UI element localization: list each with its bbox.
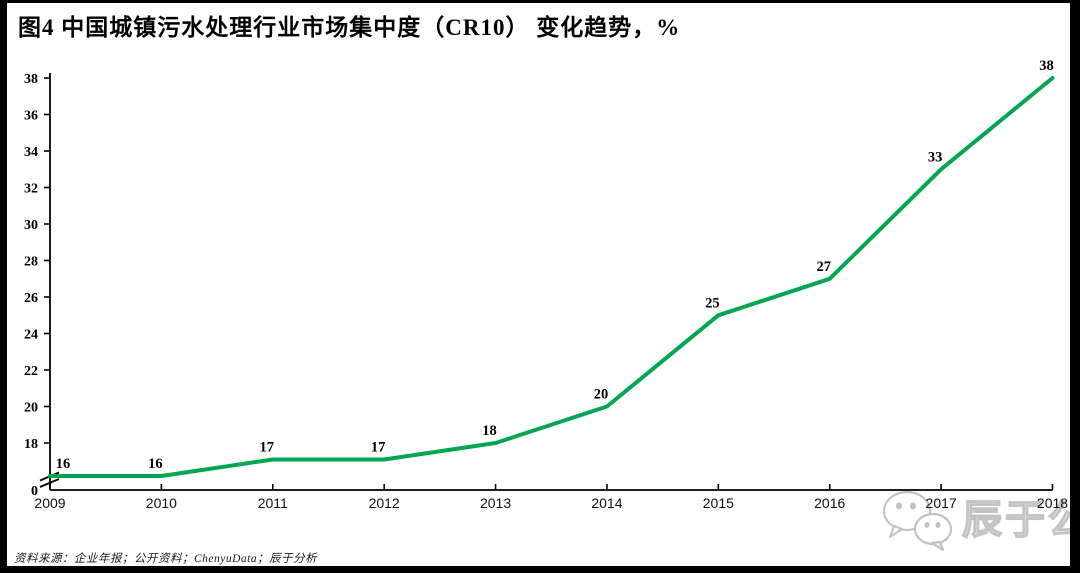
y-tick-label: 34 — [24, 145, 38, 160]
y-tick-label: 20 — [24, 401, 38, 416]
y-tick-label: 24 — [24, 328, 38, 343]
x-tick-label: 2017 — [926, 495, 957, 511]
data-label: 33 — [928, 149, 943, 165]
data-label: 20 — [594, 387, 609, 403]
data-label: 38 — [1039, 58, 1054, 74]
watermark: 辰于公司 — [880, 489, 1080, 551]
data-label: 16 — [56, 456, 71, 472]
data-label: 18 — [482, 423, 497, 439]
data-line-cr10 — [48, 76, 1055, 478]
y-tick-label: 32 — [24, 182, 38, 197]
wechat-logo-icon — [882, 490, 953, 551]
x-tick-label: 2018 — [1037, 495, 1068, 511]
x-tick-label: 2012 — [369, 495, 400, 511]
y-tick-label: 18 — [24, 437, 38, 452]
x-tick-label: 2013 — [480, 495, 511, 511]
y-tick-label: 36 — [24, 109, 38, 124]
data-label: 25 — [705, 295, 720, 311]
y-tick-label: 26 — [24, 291, 38, 306]
source-note: 资料来源：企业年报；公开资料；ChenyuData；辰于分析 — [14, 553, 318, 565]
data-label: 17 — [371, 440, 386, 456]
y-tick-label: 22 — [24, 364, 38, 379]
axis-break-mark — [39, 478, 60, 488]
data-label: 27 — [816, 259, 831, 275]
x-tick-label: 2015 — [703, 495, 734, 511]
data-label: 16 — [148, 456, 163, 472]
x-tick-label: 2016 — [814, 495, 845, 511]
y-tick-label: 28 — [24, 255, 38, 270]
y-tick-label: 30 — [24, 218, 38, 233]
chart-title: 图4 中国城镇污水处理行业市场集中度（CR10） 变化趋势，% — [18, 15, 681, 40]
data-label: 17 — [260, 440, 275, 456]
x-tick-label: 2011 — [258, 495, 288, 511]
x-tick-label: 2014 — [591, 495, 622, 511]
y-tick-label: 0 — [31, 484, 38, 499]
y-tick-label: 38 — [24, 72, 38, 87]
watermark-text: 辰于公司 — [961, 498, 1080, 542]
x-tick-label: 2010 — [146, 495, 177, 511]
x-tick-label: 2009 — [34, 495, 65, 511]
